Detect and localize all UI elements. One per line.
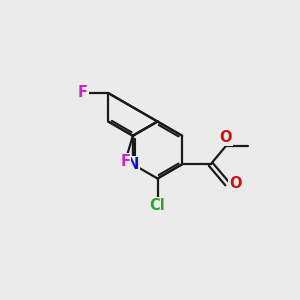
Text: F: F: [120, 154, 130, 169]
Text: N: N: [127, 157, 139, 172]
Text: O: O: [219, 130, 232, 145]
Text: Cl: Cl: [150, 198, 165, 213]
Text: O: O: [230, 176, 242, 191]
Text: F: F: [78, 85, 88, 100]
